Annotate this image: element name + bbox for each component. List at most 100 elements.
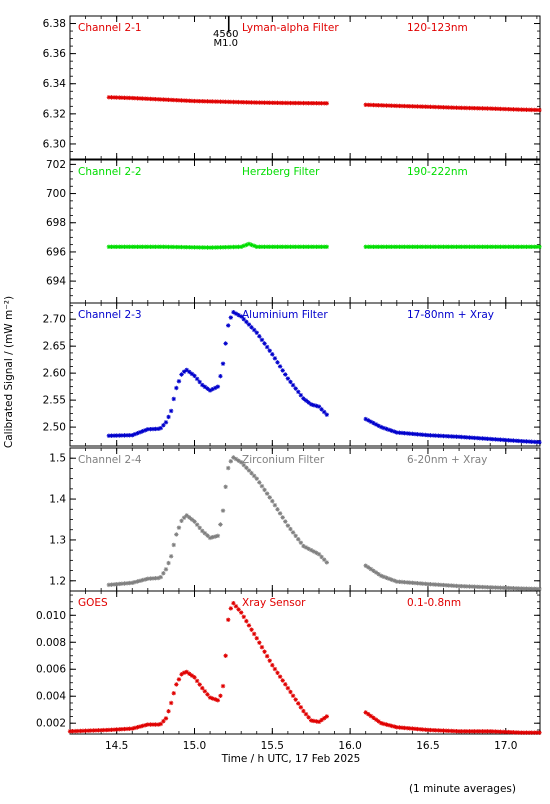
- data-point-1-54: [244, 100, 249, 105]
- data-point-2-143: [511, 244, 516, 250]
- data-point-4-43: [215, 533, 221, 539]
- data-point-5-40: [168, 700, 174, 706]
- data-point-5-28: [137, 724, 143, 729]
- data-point-2-101: [402, 244, 407, 250]
- data-point-5-112: [392, 724, 397, 729]
- data-point-3-28: [176, 379, 182, 384]
- data-point-3-20: [155, 426, 161, 432]
- data-point-4-122: [456, 583, 462, 589]
- data-point-1-135: [490, 106, 495, 111]
- data-point-1-127: [469, 105, 475, 111]
- data-point-2-145: [516, 244, 521, 250]
- data-point-3-38: [202, 384, 208, 390]
- data-point-1-130: [477, 106, 483, 111]
- data-point-1-91: [376, 103, 381, 108]
- data-point-2-29: [179, 244, 184, 250]
- data-point-1-70: [285, 100, 291, 106]
- data-point-4-110: [425, 581, 431, 587]
- data-point-4-28: [176, 525, 182, 530]
- data-point-3-37: [200, 382, 205, 388]
- data-point-1-5: [117, 95, 122, 100]
- data-point-2-138: [498, 244, 503, 250]
- data-point-2-135: [490, 244, 495, 250]
- data-point-4-127: [469, 584, 475, 589]
- y-tick-label-2-2: 696: [46, 246, 66, 258]
- data-point-2-7: [122, 244, 127, 250]
- panel-2-channel: Channel 2-2: [78, 166, 142, 178]
- data-point-1-78: [306, 100, 311, 106]
- data-point-4-102: [404, 580, 410, 585]
- data-point-1-132: [482, 106, 488, 111]
- data-point-1-115: [438, 105, 444, 110]
- data-point-2-22: [161, 244, 166, 250]
- data-point-4-55: [246, 468, 252, 473]
- data-point-3-92: [379, 424, 384, 430]
- data-point-5-94: [309, 718, 314, 723]
- data-point-4-16: [145, 576, 151, 581]
- data-point-1-74: [296, 100, 301, 106]
- data-point-4-22: [161, 571, 166, 576]
- data-point-2-68: [280, 244, 285, 250]
- data-point-3-114: [436, 433, 441, 438]
- data-point-2-59: [257, 244, 262, 250]
- data-point-3-44: [218, 373, 223, 379]
- data-point-1-22: [161, 97, 166, 102]
- data-point-2-45: [220, 245, 226, 250]
- data-point-2-88: [368, 244, 374, 250]
- data-point-2-5: [117, 244, 122, 250]
- data-point-5-95: [311, 718, 317, 724]
- data-point-4-107: [417, 581, 423, 586]
- data-point-5-157: [508, 730, 514, 735]
- data-point-3-82: [316, 404, 322, 409]
- data-point-3-19: [153, 426, 158, 432]
- data-point-4-79: [309, 547, 314, 553]
- data-point-4-7: [122, 581, 127, 586]
- data-point-2-120: [451, 244, 457, 250]
- data-point-4-152: [534, 586, 540, 592]
- data-point-2-148: [524, 244, 529, 250]
- data-point-1-20: [155, 97, 161, 102]
- data-point-1-65: [272, 100, 278, 106]
- data-point-5-156: [506, 729, 511, 735]
- data-point-3-31: [184, 367, 189, 373]
- data-point-1-23: [163, 97, 169, 102]
- data-point-2-133: [485, 244, 490, 250]
- data-point-3-71: [288, 379, 293, 385]
- data-point-1-95: [386, 103, 392, 108]
- data-point-5-166: [532, 730, 537, 735]
- y-tick-label-5-5: 0.010: [36, 610, 66, 622]
- data-point-1-26: [171, 97, 176, 103]
- data-point-1-19: [153, 96, 158, 102]
- data-point-5-47: [187, 671, 192, 676]
- data-point-4-46: [223, 484, 228, 490]
- data-point-4-98: [394, 579, 400, 584]
- data-point-1-14: [140, 96, 145, 101]
- y-tick-label-5-1: 0.002: [36, 718, 66, 730]
- data-point-5-164: [526, 730, 532, 735]
- data-point-5-152: [495, 729, 501, 734]
- data-point-4-93: [381, 574, 387, 580]
- data-point-1-134: [487, 106, 493, 111]
- data-point-1-111: [428, 104, 433, 110]
- y-tick-label-5-2: 0.004: [36, 691, 66, 703]
- data-point-5-65: [233, 604, 239, 609]
- data-point-4-123: [459, 583, 464, 589]
- data-point-5-82: [277, 674, 283, 679]
- data-point-1-42: [213, 99, 218, 104]
- data-point-2-14: [140, 244, 145, 250]
- data-point-3-43: [215, 384, 221, 389]
- data-point-4-65: [272, 503, 278, 508]
- data-point-1-46: [223, 99, 228, 104]
- data-point-5-80: [272, 666, 278, 672]
- data-point-2-117: [443, 244, 449, 250]
- data-point-5-122: [417, 727, 423, 732]
- data-point-2-24: [166, 244, 171, 250]
- data-point-1-33: [189, 98, 195, 104]
- data-point-2-34: [192, 245, 197, 250]
- data-point-5-13: [98, 728, 104, 733]
- data-point-3-49: [231, 309, 236, 315]
- x-tick-label-1: 14.5: [105, 740, 128, 752]
- y-tick-label-2-1: 694: [46, 276, 66, 288]
- data-point-2-119: [449, 244, 454, 250]
- data-point-3-54: [244, 319, 249, 325]
